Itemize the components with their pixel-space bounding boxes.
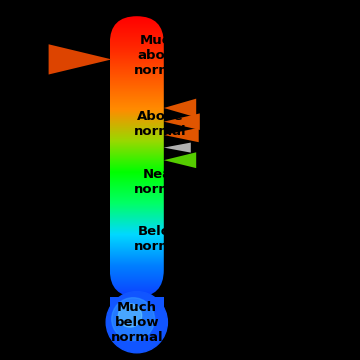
Polygon shape — [164, 152, 196, 168]
Text: Much
above
normal: Much above normal — [134, 34, 186, 77]
Polygon shape — [49, 44, 112, 75]
Circle shape — [118, 304, 142, 327]
Polygon shape — [164, 143, 191, 153]
Text: Much
below
normal: Much below normal — [111, 301, 163, 344]
Text: Above
normal: Above normal — [134, 110, 186, 138]
Text: Near
normal: Near normal — [134, 168, 186, 196]
Circle shape — [112, 298, 154, 341]
Polygon shape — [164, 113, 200, 130]
Polygon shape — [164, 128, 199, 142]
Circle shape — [106, 292, 167, 353]
Polygon shape — [164, 99, 196, 117]
Text: Below
normal: Below normal — [134, 225, 186, 253]
Polygon shape — [110, 297, 164, 322]
